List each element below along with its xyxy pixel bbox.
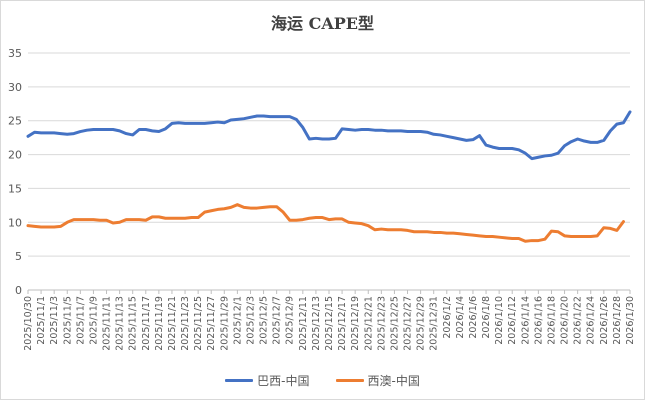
x-tick-label: 2026/1/6 [468,296,479,339]
x-tick-label: 2026/1/22 [573,296,584,345]
x-tick-label: 2026/1/30 [625,296,636,345]
x-tick-label: 2025/12/9 [285,296,296,345]
x-tick-label: 2025/12/27 [403,296,414,351]
x-tick-label: 2025/11/21 [167,296,178,351]
x-tick-label: 2025/11/17 [141,296,152,351]
x-tick-label: 2025/12/25 [389,296,400,351]
x-tick-label: 2026/1/10 [494,296,505,345]
series-line-westaus-china[interactable] [26,203,625,243]
x-tick-label: 2025/11/11 [102,296,113,351]
y-tick-label: 25 [8,115,22,128]
legend-swatch-icon [335,379,364,382]
x-tick-label: 2026/1/18 [546,296,557,345]
x-tick-label: 2025/11/19 [154,296,165,351]
x-tick-label: 2025/11/7 [75,296,86,345]
legend-label: 西澳-中国 [367,374,420,388]
x-tick-label: 2026/1/4 [455,296,466,339]
y-tick-label: 5 [15,250,22,263]
x-tick-label: 2025/11/5 [62,296,73,345]
x-tick-label: 2025/11/25 [193,296,204,351]
x-tick-label: 2025/12/17 [337,296,348,351]
series-line-brazil-china[interactable] [26,110,632,161]
x-tick-label: 2025/12/19 [350,296,361,351]
x-tick-label: 2025/11/23 [180,296,191,351]
x-tick-label: 2025/11/3 [49,296,60,345]
x-tick-label: 2026/1/26 [599,296,610,345]
gridlines [28,52,630,291]
legend-item-brazil-china[interactable]: 巴西-中国 [225,372,310,389]
legend-item-westaus-china[interactable]: 西澳-中国 [335,372,420,389]
x-tick-label: 2025/12/5 [259,296,270,345]
x-tick-label: 2026/1/24 [586,296,597,345]
y-tick-label: 35 [8,47,22,60]
chart-title: 海运 CAPE型 [271,14,374,33]
y-tick-label: 15 [8,182,22,195]
x-tick-label: 2026/1/16 [533,296,544,345]
x-tick-label: 2025/12/31 [429,296,440,351]
x-tick-label: 2026/1/14 [520,296,531,345]
series-lines [26,110,632,243]
legend-swatch-icon [225,379,254,382]
x-tick-label: 2025/12/3 [245,296,256,345]
x-tick-label: 2026/1/28 [612,296,623,345]
x-tick-label: 2026/1/12 [507,296,518,345]
x-tick-label: 2025/11/27 [206,296,217,351]
legend-label: 巴西-中国 [257,374,310,388]
y-tick-label: 10 [8,216,22,229]
x-tick-label: 2025/11/13 [115,296,126,351]
x-tick-label: 2025/11/9 [88,296,99,345]
x-tick-label: 2026/1/20 [560,296,571,345]
x-tick-label: 2025/11/15 [128,296,139,351]
x-tick-label: 2025/10/30 [23,296,34,351]
x-tick-label: 2025/12/11 [298,296,309,351]
y-axis: 0 5 10 15 20 25 30 35 [8,47,22,297]
x-axis: 2025/10/30 2025/11/1 2025/11/3 2025/11/5 202… [23,290,636,351]
x-tick-label: 2025/11/1 [36,296,47,345]
x-tick-label: 2025/12/13 [311,296,322,351]
y-tick-label: 30 [8,81,22,94]
x-tick-label: 2025/12/29 [416,296,427,351]
x-tick-label: 2025/12/1 [232,296,243,345]
legend: 巴西-中国 西澳-中国 [0,372,645,389]
x-tick-label: 2026/1/2 [442,296,453,339]
x-tick-label: 2026/1/8 [481,296,492,339]
x-tick-label: 2025/12/7 [272,296,283,345]
x-tick-label: 2025/12/23 [376,296,387,351]
x-tick-label: 2025/11/29 [219,296,230,351]
x-tick-label: 2025/12/21 [363,296,374,351]
y-tick-label: 0 [15,284,22,297]
x-tick-label: 2025/12/15 [324,296,335,351]
y-tick-label: 20 [8,149,22,162]
